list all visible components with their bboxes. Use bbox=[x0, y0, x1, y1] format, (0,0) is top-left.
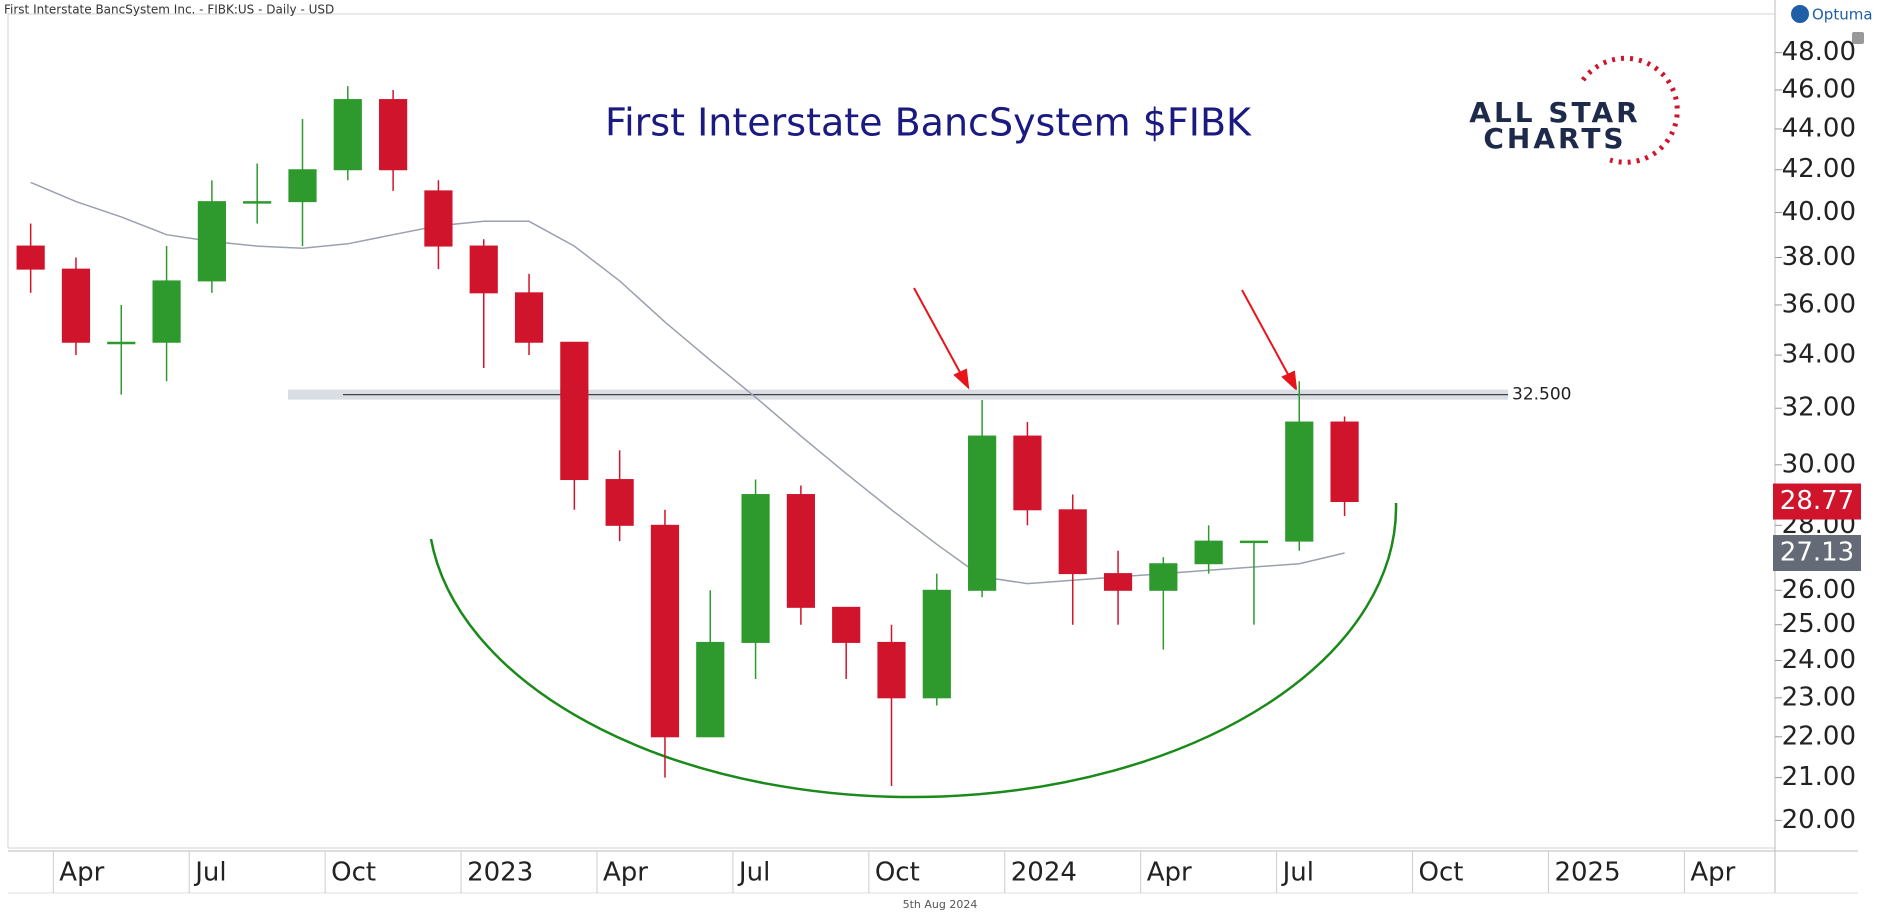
vendor-name: Optuma bbox=[1812, 6, 1873, 24]
candle-body bbox=[922, 589, 951, 699]
logo-top: ALL STAR bbox=[1469, 96, 1640, 129]
y-tick-label: 26.00 bbox=[1782, 575, 1856, 605]
candle-body bbox=[877, 641, 906, 699]
x-tick-label: 2023 bbox=[467, 858, 533, 888]
y-tick-label: 44.00 bbox=[1782, 113, 1856, 143]
candle-body bbox=[696, 641, 725, 738]
resistance-label: 32.500 bbox=[1512, 385, 1571, 405]
candle-body bbox=[605, 479, 634, 526]
candle-body bbox=[832, 606, 861, 643]
x-tick-label: Jul bbox=[1281, 858, 1314, 888]
chart-header: First Interstate BancSystem Inc. - FIBK:… bbox=[4, 3, 334, 17]
candle-body bbox=[786, 494, 815, 608]
chart-title: First Interstate BancSystem $FIBK bbox=[605, 101, 1252, 145]
candle-body bbox=[379, 99, 408, 171]
x-tick-label: 2025 bbox=[1554, 858, 1620, 888]
cup-arc bbox=[429, 502, 1398, 799]
y-tick-label: 20.00 bbox=[1782, 805, 1856, 835]
candle-body bbox=[1239, 540, 1269, 544]
candle-body bbox=[1285, 421, 1314, 542]
y-tick-label: 25.00 bbox=[1782, 609, 1856, 639]
candle-body bbox=[469, 245, 498, 294]
x-tick-label: Apr bbox=[603, 858, 648, 888]
ma-price-label: 27.13 bbox=[1780, 537, 1854, 567]
y-tick-label: 32.00 bbox=[1782, 393, 1856, 423]
y-tick-label: 36.00 bbox=[1782, 289, 1856, 319]
y-tick-label: 40.00 bbox=[1782, 197, 1856, 227]
candle-body bbox=[1194, 540, 1223, 565]
y-tick-label: 46.00 bbox=[1782, 74, 1856, 104]
candle-body bbox=[741, 494, 770, 643]
candle-body bbox=[1058, 509, 1087, 575]
candle-body bbox=[560, 341, 589, 481]
arrow bbox=[1241, 289, 1291, 379]
candle-body bbox=[16, 245, 45, 270]
candle-body bbox=[650, 524, 680, 738]
y-tick-label: 21.00 bbox=[1782, 762, 1856, 792]
y-tick-label: 38.00 bbox=[1782, 242, 1856, 272]
last-price-label: 28.77 bbox=[1780, 486, 1854, 516]
y-tick-label: 30.00 bbox=[1782, 449, 1856, 479]
candle-body bbox=[968, 435, 997, 591]
candle-body bbox=[1103, 573, 1133, 591]
y-tick-label: 24.00 bbox=[1782, 645, 1856, 675]
candle-body bbox=[197, 201, 226, 282]
candle-body bbox=[107, 341, 136, 345]
y-tick-label: 23.00 bbox=[1782, 682, 1856, 712]
x-tick-label: Apr bbox=[1147, 858, 1192, 888]
candle-body bbox=[1149, 563, 1178, 591]
x-tick-label: Apr bbox=[1690, 858, 1735, 888]
y-tick-label: 34.00 bbox=[1782, 340, 1856, 370]
y-tick-label: 42.00 bbox=[1782, 154, 1856, 184]
ma-price-box bbox=[1773, 534, 1861, 571]
candle-body bbox=[152, 280, 181, 343]
x-tick-label: Apr bbox=[59, 858, 104, 888]
candle-body bbox=[424, 190, 453, 247]
vendor-icon bbox=[1791, 5, 1809, 23]
candle-body bbox=[288, 169, 317, 203]
brand-logo: ALL STAR CHARTS bbox=[1469, 55, 1680, 165]
y-tick-label: 22.00 bbox=[1782, 721, 1856, 751]
vendor-logo: Optuma bbox=[1791, 5, 1873, 44]
logo-bottom: CHARTS bbox=[1483, 122, 1626, 155]
x-tick-label: Oct bbox=[1419, 858, 1464, 888]
candle-body bbox=[61, 268, 91, 343]
x-tick-label: 2024 bbox=[1011, 858, 1077, 888]
arrows bbox=[913, 287, 1298, 392]
arrow-head bbox=[953, 368, 970, 390]
candle-body bbox=[1330, 421, 1359, 503]
candle-body bbox=[333, 99, 362, 171]
arrow bbox=[913, 287, 963, 377]
x-tick-label: Jul bbox=[737, 858, 770, 888]
x-tick-label: Oct bbox=[875, 858, 920, 888]
lock-icon bbox=[1852, 32, 1864, 44]
last-price-box bbox=[1773, 483, 1861, 520]
candle-body bbox=[243, 201, 272, 204]
y-tick-label: 48.00 bbox=[1782, 37, 1856, 67]
x-tick-label: Oct bbox=[331, 858, 376, 888]
arrow-head bbox=[1281, 370, 1298, 392]
candle-body bbox=[1013, 435, 1042, 511]
candle-body bbox=[514, 292, 544, 343]
x-tick-label: Jul bbox=[193, 858, 226, 888]
footer-date: 5th Aug 2024 bbox=[903, 898, 978, 911]
